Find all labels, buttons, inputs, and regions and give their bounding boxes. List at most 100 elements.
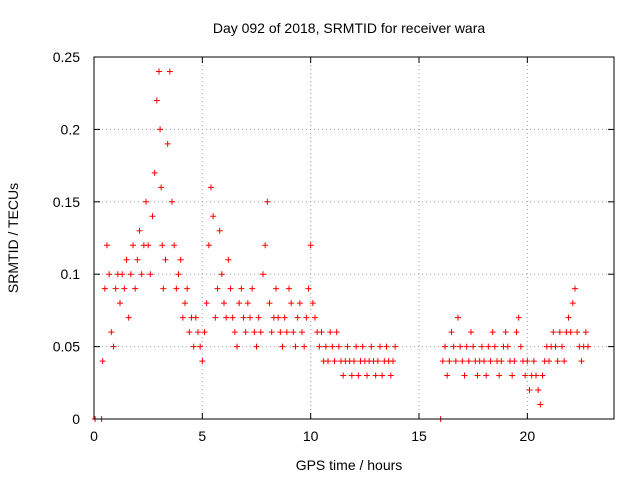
data-point xyxy=(132,285,139,292)
data-point xyxy=(121,285,128,292)
data-point xyxy=(134,256,141,263)
data-point xyxy=(504,343,511,350)
data-point xyxy=(515,314,522,321)
data-point xyxy=(485,343,492,350)
data-point xyxy=(565,314,572,321)
data-point xyxy=(175,271,182,278)
data-point xyxy=(169,198,175,205)
data-point xyxy=(186,329,193,336)
data-point xyxy=(210,213,217,220)
data-point xyxy=(359,343,366,350)
data-point xyxy=(292,343,299,350)
data-point xyxy=(489,329,496,336)
data-point xyxy=(444,372,451,379)
data-point xyxy=(190,343,197,350)
data-point xyxy=(452,358,459,365)
data-point xyxy=(234,343,240,350)
data-point xyxy=(294,314,301,321)
data-point xyxy=(470,343,477,350)
data-point xyxy=(312,314,318,321)
data-point xyxy=(208,184,214,191)
plot-frame xyxy=(93,56,615,420)
data-point xyxy=(537,401,544,408)
x-tick-label: 0 xyxy=(90,428,98,444)
data-point xyxy=(335,343,342,350)
data-point xyxy=(166,68,173,75)
data-point xyxy=(290,329,297,336)
data-point xyxy=(530,358,537,365)
data-point xyxy=(138,271,145,278)
data-point xyxy=(240,314,247,321)
x-tick-label: 15 xyxy=(411,428,427,444)
data-point xyxy=(481,358,487,365)
data-point xyxy=(108,329,115,336)
data-point xyxy=(572,285,578,292)
data-point xyxy=(221,300,227,307)
tick-labels: 0 0.05 0.1 0.15 0.2 0.25 0 5 10 15 20 xyxy=(53,49,536,444)
data-point xyxy=(439,358,446,365)
data-point xyxy=(151,169,158,176)
data-point xyxy=(513,329,520,336)
data-point xyxy=(496,372,503,379)
data-point xyxy=(325,358,331,365)
data-point xyxy=(236,300,243,307)
data-point xyxy=(244,300,251,307)
data-point xyxy=(99,358,106,365)
data-point xyxy=(288,300,295,307)
data-point xyxy=(483,372,490,379)
data-point xyxy=(567,329,574,336)
data-point xyxy=(474,372,481,379)
data-point xyxy=(123,256,130,263)
data-point xyxy=(461,372,468,379)
data-point xyxy=(450,343,457,350)
data-point xyxy=(329,343,336,350)
data-point xyxy=(159,242,166,249)
data-point xyxy=(255,314,262,321)
data-point xyxy=(533,372,539,379)
data-point xyxy=(554,358,561,365)
data-point xyxy=(277,329,284,336)
data-point xyxy=(266,300,273,307)
data-point xyxy=(136,227,143,234)
data-point xyxy=(478,343,485,350)
data-point xyxy=(281,314,288,321)
y-tick-label: 0.1 xyxy=(61,266,81,282)
data-point xyxy=(264,198,271,205)
data-point xyxy=(156,68,162,75)
data-point xyxy=(147,271,154,278)
data-point xyxy=(257,329,264,336)
data-point xyxy=(374,358,381,365)
data-point xyxy=(522,372,529,379)
data-point xyxy=(585,343,591,350)
data-point xyxy=(535,387,542,394)
data-point xyxy=(556,329,563,336)
data-point xyxy=(160,285,167,292)
data-point xyxy=(231,329,238,336)
data-point xyxy=(177,256,184,263)
data-point xyxy=(192,314,199,321)
data-point xyxy=(101,285,108,292)
data-point xyxy=(205,242,212,249)
data-point xyxy=(117,300,123,307)
data-point xyxy=(283,329,290,336)
data-point xyxy=(153,97,160,104)
data-point xyxy=(502,329,509,336)
data-point xyxy=(446,358,453,365)
data-point xyxy=(299,329,305,336)
data-point xyxy=(227,285,234,292)
data-point xyxy=(344,343,351,350)
data-point xyxy=(561,358,568,365)
x-tick-label: 5 xyxy=(198,428,206,444)
data-point xyxy=(203,300,210,307)
data-point xyxy=(149,213,156,220)
data-point xyxy=(184,285,191,292)
data-point xyxy=(143,198,149,205)
y-tick-label: 0.05 xyxy=(53,339,80,355)
data-point xyxy=(574,329,581,336)
data-point xyxy=(348,372,355,379)
grid xyxy=(94,57,614,419)
data-point xyxy=(539,372,546,379)
data-point xyxy=(119,271,126,278)
data-point xyxy=(130,242,136,249)
